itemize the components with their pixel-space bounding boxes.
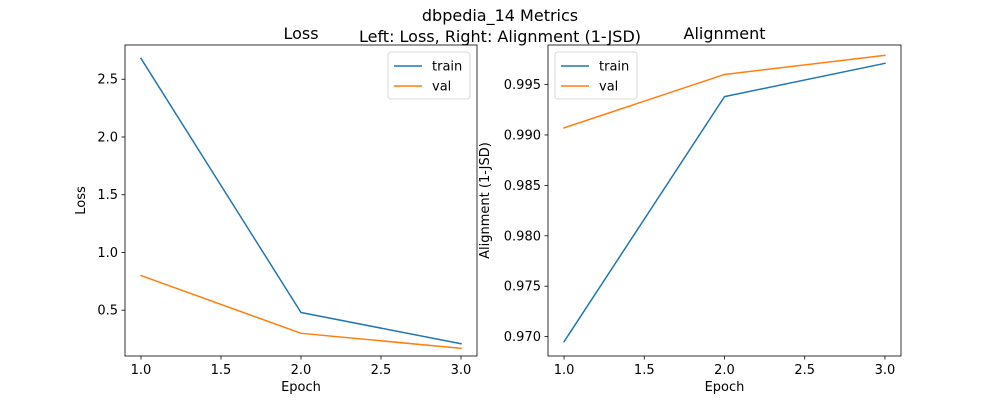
chart-0-title: Loss	[283, 24, 318, 43]
chart-0-series-val-line	[140, 274, 462, 350]
chart-1-legend: train val	[554, 51, 638, 100]
chart-0-legend: train val	[387, 51, 471, 100]
chart-0-xtick-label: 2.0	[291, 363, 312, 378]
chart-1-legend-label-train: train	[599, 60, 629, 75]
chart-0-xtick-label: 1.5	[211, 363, 232, 378]
chart-1-ytick-label: 0.985	[504, 179, 541, 194]
chart-0-ylabel: Loss	[74, 186, 89, 215]
chart-1-title: Alignment	[684, 24, 766, 43]
chart-1-xtick-label: 3.0	[875, 363, 896, 378]
chart-1-xtick-label: 1.5	[634, 363, 655, 378]
chart-0-ytick-label: 1.5	[97, 188, 118, 203]
alignment-chart: Alignment 1.0 1.5 2.0 2.5 3.0 0.970 0.975 0.980 0…	[478, 24, 902, 395]
chart-1-ytick-label: 0.990	[504, 128, 541, 143]
chart-1-ylabel: Alignment (1-JSD)	[478, 142, 493, 259]
chart-1-xlabel: Epoch	[705, 380, 745, 395]
chart-1-legend-label-val: val	[599, 80, 618, 95]
chart-0-legend-box	[387, 51, 471, 100]
chart-1-legend-box	[554, 51, 638, 100]
chart-0-legend-label-val: val	[432, 80, 451, 95]
chart-0-ytick-label: 0.5	[97, 304, 118, 319]
chart-0-ytick-label: 2.0	[97, 130, 118, 145]
chart-1-ytick-label: 0.980	[504, 229, 541, 244]
suptitle-line-1: dbpedia_14 Metrics	[422, 6, 578, 26]
chart-0-xtick-label: 3.0	[451, 363, 472, 378]
chart-1-series-val-line	[563, 54, 886, 129]
loss-chart: Loss 1.0 1.5 2.0 2.5 3.0 0.5 1.0 1.5 2.0 2.5 Epoch L…	[74, 24, 478, 395]
chart-1-ytick-label: 0.995	[504, 78, 541, 93]
chart-1-xtick-label: 1.0	[554, 363, 575, 378]
chart-0-ytick-label: 1.0	[97, 246, 118, 261]
chart-1-ytick-label: 0.975	[504, 280, 541, 295]
chart-1-xtick-label: 2.0	[714, 363, 735, 378]
chart-1-ytick-label: 0.970	[504, 330, 541, 345]
chart-1-xtick-label: 2.5	[794, 363, 815, 378]
chart-0-xtick-label: 1.0	[131, 363, 152, 378]
chart-1-series-train-line	[563, 62, 886, 343]
suptitle-line-2: Left: Loss, Right: Alignment (1-JSD)	[359, 27, 641, 46]
chart-0-ytick-label: 2.5	[97, 73, 118, 88]
chart-0-legend-label-train: train	[432, 60, 462, 75]
chart-0-xtick-label: 2.5	[371, 363, 392, 378]
chart-0-xlabel: Epoch	[281, 380, 321, 395]
chart-0-series-train-line	[139, 57, 462, 345]
